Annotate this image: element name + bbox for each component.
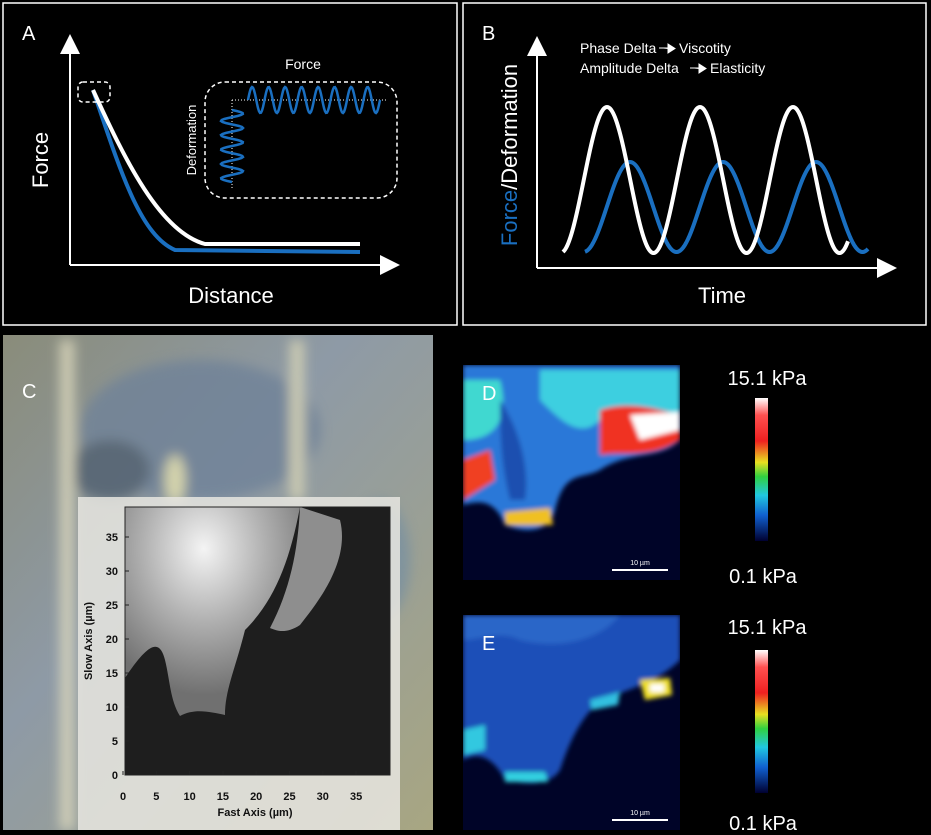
colorbar-max: 15.1 kPa bbox=[728, 617, 808, 639]
panel-b: B Force/Deformation Time Phase Delta Vis… bbox=[463, 3, 926, 325]
x-tick-label: 15 bbox=[217, 791, 229, 803]
wave bbox=[221, 110, 243, 182]
y-tick-label: 0 bbox=[112, 770, 118, 782]
y-tick-label: 20 bbox=[106, 634, 118, 646]
panel-label: C bbox=[22, 381, 36, 403]
x-tick-label: 30 bbox=[317, 791, 329, 803]
note: Viscotity bbox=[679, 40, 731, 56]
x-tick-label: 35 bbox=[350, 791, 362, 803]
x-axis-label: Fast Axis (µm) bbox=[217, 807, 292, 819]
figure: A Force Distance Force Deformation B For… bbox=[0, 0, 931, 835]
y-tick-label: 5 bbox=[112, 736, 118, 748]
panel-frame bbox=[3, 3, 457, 325]
panel-e: E 10 µm 15.1 kPa 0.1 kPa bbox=[463, 615, 807, 835]
arrow bbox=[659, 44, 675, 53]
panel-label: A bbox=[22, 23, 36, 45]
scale-bar-label: 10 µm bbox=[630, 560, 650, 567]
colorbar bbox=[755, 650, 768, 793]
y-axis-label: Force/Deformation bbox=[497, 64, 522, 246]
y-tick-label: 35 bbox=[106, 532, 118, 544]
panel-a: A Force Distance Force Deformation bbox=[3, 3, 457, 325]
y-axis-label: Slow Axis (µm) bbox=[83, 602, 95, 680]
colorbar bbox=[755, 398, 768, 541]
scale-bar-label: 10 µm bbox=[630, 810, 650, 817]
colorbar-max: 15.1 kPa bbox=[728, 368, 808, 390]
note: Amplitude Delta bbox=[580, 60, 679, 76]
inset-x-label: Force bbox=[285, 56, 321, 72]
x-tick-label: 0 bbox=[120, 791, 126, 803]
panel-label: E bbox=[482, 633, 495, 655]
panel-d: D 10 µm 15.1 kPa 0.1 kPa bbox=[463, 365, 807, 588]
y-axis-label: Force bbox=[28, 132, 53, 188]
wave bbox=[248, 87, 380, 113]
y-tick-label: 10 bbox=[106, 702, 118, 714]
panel-label: B bbox=[482, 23, 495, 45]
inset-y-label: Deformation bbox=[184, 105, 199, 176]
colorbar-min: 0.1 kPa bbox=[729, 566, 798, 588]
x-tick-label: 20 bbox=[250, 791, 262, 803]
x-tick-label: 5 bbox=[153, 791, 159, 803]
y-tick-label: 30 bbox=[106, 566, 118, 578]
note: Phase Delta bbox=[580, 40, 656, 56]
x-tick-label: 25 bbox=[283, 791, 295, 803]
force-wave bbox=[563, 107, 848, 253]
y-axis-label-force: Force bbox=[497, 190, 522, 246]
y-axis-label-deformation: /Deformation bbox=[497, 64, 522, 190]
y-tick-label: 25 bbox=[106, 600, 118, 612]
y-tick-label: 15 bbox=[106, 668, 118, 680]
panel-c: C Slow Axis (µm) Fast Axis (µm) 0 5 10 15 20… bbox=[3, 335, 433, 830]
x-axis-label: Distance bbox=[188, 283, 274, 308]
colorbar-min: 0.1 kPa bbox=[729, 813, 798, 835]
arrow bbox=[690, 64, 706, 73]
x-tick-label: 10 bbox=[183, 791, 195, 803]
panel-label: D bbox=[482, 383, 496, 405]
note: Elasticity bbox=[710, 60, 765, 76]
x-axis-label: Time bbox=[698, 283, 746, 308]
